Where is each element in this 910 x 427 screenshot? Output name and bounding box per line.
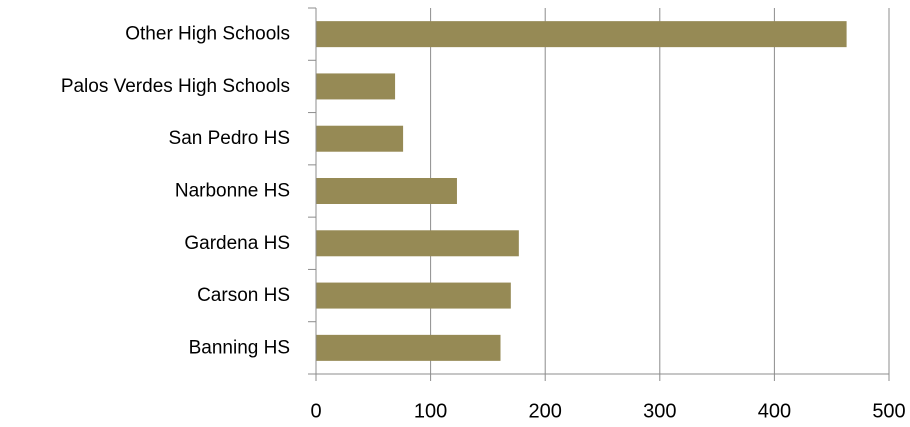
category-label-banning-hs: Banning HS (189, 337, 290, 358)
x-tick-labels: 0 100 200 300 400 500 (310, 400, 905, 422)
category-label-carson-hs: Carson HS (197, 285, 290, 306)
category-label-gardena-hs: Gardena HS (184, 233, 290, 254)
category-labels: Other High Schools Palos Verdes High Scho… (61, 24, 290, 359)
x-tick-label-500: 500 (872, 400, 905, 422)
bar-gardena-hs (316, 230, 519, 257)
bars (316, 21, 847, 361)
category-label-narbonne-hs: Narbonne HS (175, 181, 290, 202)
bar-san-pedro-hs (316, 125, 404, 152)
category-label-palos-verdes-high-schools: Palos Verdes High Schools (61, 76, 290, 97)
bar-other-high-schools (316, 21, 847, 48)
bar-carson-hs (316, 282, 511, 309)
x-tick-label-100: 100 (414, 400, 447, 422)
gridlines (430, 8, 890, 374)
x-tick-label-0: 0 (310, 400, 321, 422)
bar-banning-hs (316, 334, 501, 361)
category-label-san-pedro-hs: San Pedro HS (169, 128, 290, 149)
bar-narbonne-hs (316, 178, 457, 204)
x-tick-label-300: 300 (643, 400, 676, 422)
bar-palos-verdes-high-schools (316, 73, 396, 100)
x-tick-label-400: 400 (758, 400, 791, 422)
category-label-other-high-schools: Other High Schools (125, 24, 290, 45)
axes (308, 7, 890, 381)
x-tick-label-200: 200 (529, 400, 562, 422)
